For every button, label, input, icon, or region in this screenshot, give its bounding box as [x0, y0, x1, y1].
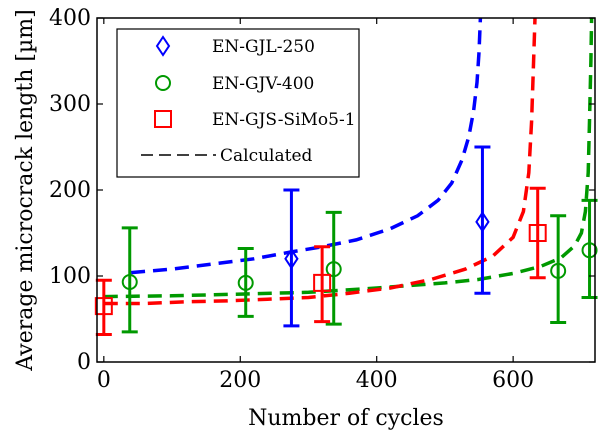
y-tick-label: 100	[49, 264, 91, 289]
data-point-en-gjs-simo5-1	[313, 273, 332, 292]
y-tick-label: 0	[77, 350, 91, 375]
legend-label: EN-GJV-400	[212, 74, 314, 94]
data-point-en-gjv-400	[325, 261, 342, 278]
data-point-en-gjl-250	[475, 211, 490, 233]
data-point-en-gjv-400	[581, 242, 598, 259]
x-axis-title: Number of cycles	[248, 406, 444, 431]
y-tick-label: 400	[49, 6, 91, 31]
legend-label: EN-GJL-250	[212, 37, 315, 57]
legend-marker-en-gjl-250	[155, 35, 171, 57]
legend: EN-GJL-250 EN-GJV-400 EN-GJS-SiMo5-1 Calcul…	[116, 28, 360, 178]
y-axis-title: Average microcrack length [µm]	[13, 9, 38, 371]
legend-marker-en-gjs-simo5-1	[154, 110, 172, 128]
calculated-curve-3	[103, 18, 537, 306]
calculated-curve-1	[130, 18, 483, 275]
legend-box	[116, 28, 360, 178]
data-point-en-gjv-400	[121, 274, 138, 291]
legend-marker-en-gjv-400	[155, 75, 171, 91]
legend-label: EN-GJS-SiMo5-1	[212, 110, 356, 130]
data-point-en-gjl-250	[284, 247, 299, 270]
data-point-en-gjv-400	[237, 274, 254, 291]
y-tick-label: 300	[49, 92, 91, 117]
data-series	[94, 145, 598, 336]
data-point-en-gjs-simo5-1	[94, 297, 113, 316]
y-tick-label: 200	[49, 178, 91, 203]
calculated-curve-2	[103, 18, 594, 299]
x-tick-label: 400	[356, 368, 398, 393]
x-tick-label: 200	[219, 368, 261, 393]
data-point-en-gjv-400	[550, 262, 567, 279]
x-tick-label: 600	[492, 368, 534, 393]
calculated-curves	[103, 18, 594, 306]
legend-label: Calculated	[220, 146, 313, 166]
x-tick-label: 0	[97, 368, 111, 393]
axes: 0 200 400 600 0 100 200 300 400	[49, 6, 596, 393]
data-point-en-gjs-simo5-1	[528, 224, 547, 242]
